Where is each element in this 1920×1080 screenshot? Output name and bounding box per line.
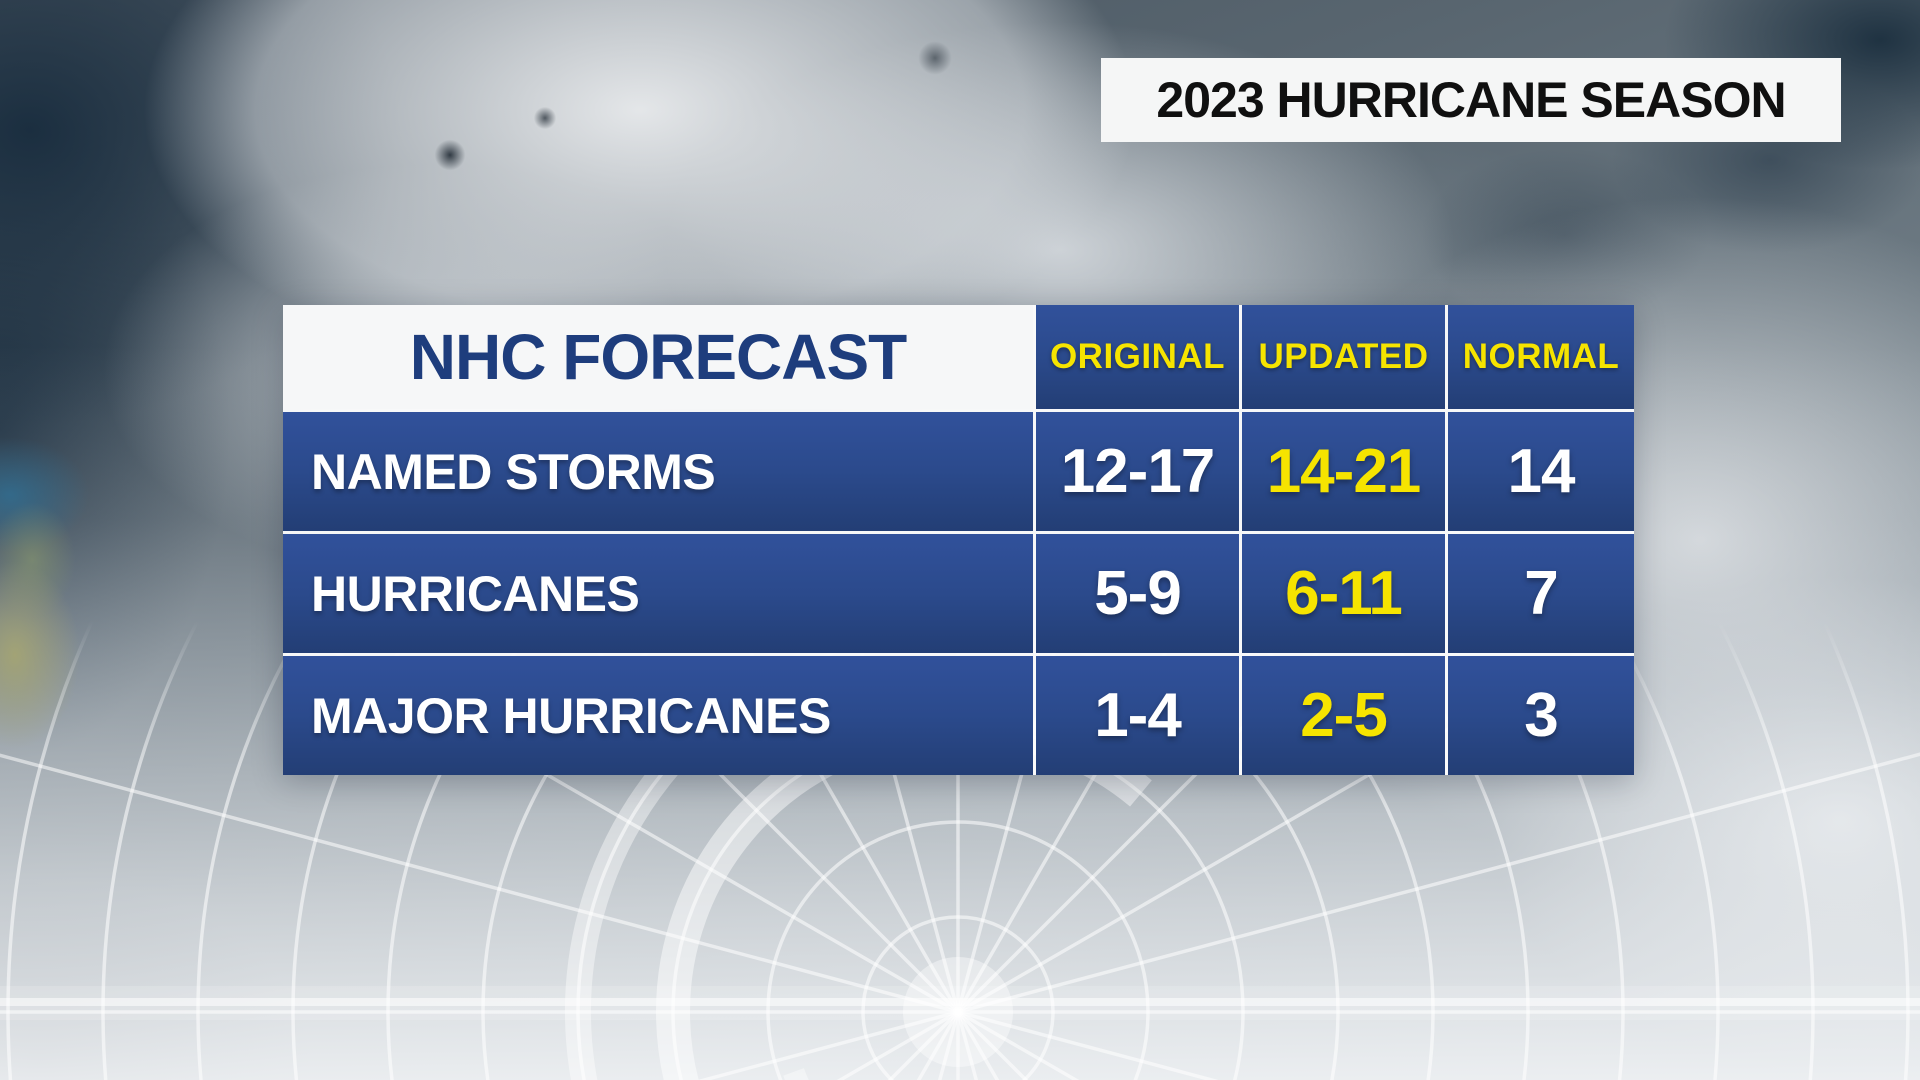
radar-center-glow — [903, 957, 1013, 1067]
value-named-storms-updated: 14-21 — [1242, 412, 1445, 531]
row-label-hurricanes: HURRICANES — [283, 534, 1033, 653]
value-major-hurricanes-normal: 3 — [1448, 656, 1634, 775]
value-named-storms-normal: 14 — [1448, 412, 1634, 531]
table-title: NHC FORECAST — [283, 305, 1033, 409]
column-header-normal: NORMAL — [1448, 305, 1634, 409]
value-hurricanes-normal: 7 — [1448, 534, 1634, 653]
value-major-hurricanes-original: 1-4 — [1036, 656, 1239, 775]
value-hurricanes-original: 5-9 — [1036, 534, 1239, 653]
season-banner: 2023 HURRICANE SEASON — [1101, 58, 1841, 142]
column-header-updated: UPDATED — [1242, 305, 1445, 409]
forecast-table: NHC FORECAST ORIGINAL UPDATED NORMAL NAM… — [283, 305, 1634, 775]
value-hurricanes-updated: 6-11 — [1242, 534, 1445, 653]
column-header-original: ORIGINAL — [1036, 305, 1239, 409]
radar-spokes — [0, 620, 1920, 1080]
value-named-storms-original: 12-17 — [1036, 412, 1239, 531]
row-label-major-hurricanes: MAJOR HURRICANES — [283, 656, 1033, 775]
row-label-named-storms: NAMED STORMS — [283, 412, 1033, 531]
season-banner-title: 2023 HURRICANE SEASON — [1156, 72, 1786, 128]
value-major-hurricanes-updated: 2-5 — [1242, 656, 1445, 775]
